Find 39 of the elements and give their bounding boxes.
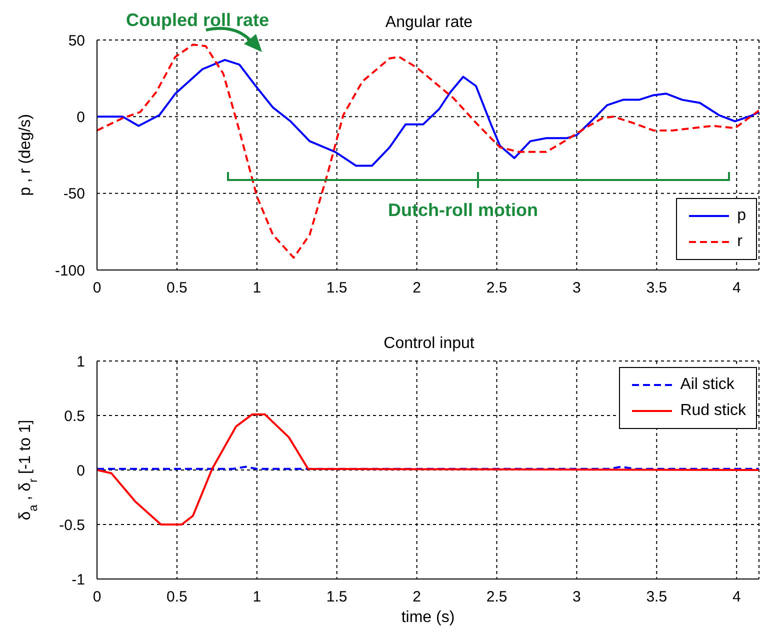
legend-label: Ail stick: [680, 376, 734, 394]
legend-label: Rud stick: [680, 402, 746, 420]
y-tick-label: -100: [54, 262, 85, 280]
x-tick-label: 2: [412, 280, 421, 297]
x-tick-label: 0.5: [166, 280, 188, 297]
x-tick-label: 1.5: [326, 588, 348, 606]
y-tick-label: 1: [76, 353, 85, 370]
x-tick-label: 3: [572, 280, 581, 297]
legend-label: r: [737, 233, 742, 251]
text: Coupled roll rate: [126, 10, 270, 31]
y-tick-label: 0.5: [64, 408, 85, 425]
x-tick-label: 3: [572, 588, 581, 606]
line-series: [97, 58, 759, 167]
chart-title: Angular rate: [385, 14, 473, 31]
x-tick-label: 2.5: [486, 280, 508, 297]
y-tick-label: 50: [68, 32, 85, 50]
chart-title: Control input: [382, 335, 476, 353]
y-tick-label: -0.5: [59, 516, 85, 534]
y-tick-label: -50: [63, 186, 85, 203]
x-tick-label: 3.5: [646, 588, 668, 606]
x-tick-label: 4: [732, 280, 741, 297]
x-tick-label: 0: [92, 280, 102, 297]
y-axis-title: p , r (deg/s): [17, 114, 34, 196]
x-tick-label: 0: [92, 588, 102, 606]
x-tick-label: 0.5: [166, 588, 188, 606]
x-tick-label: 2.5: [486, 588, 508, 606]
y-tick-label: 0: [76, 108, 85, 126]
x-tick-label: 4: [732, 588, 741, 606]
line-series: [97, 44, 759, 259]
x-tick-label: 1.5: [326, 280, 348, 297]
annotation: Dutch-roll motion: [388, 200, 538, 221]
x-tick-label: 1: [252, 280, 262, 297]
x-tick-label: 1: [252, 588, 262, 606]
x-axis-title: time (s): [401, 609, 455, 626]
x-tick-label: 2: [412, 588, 421, 606]
legend-label: p: [737, 207, 746, 225]
x-tick-label: 3.5: [646, 280, 668, 297]
y-tick-label: 0: [76, 462, 85, 480]
y-tick-label: -1: [72, 571, 85, 588]
